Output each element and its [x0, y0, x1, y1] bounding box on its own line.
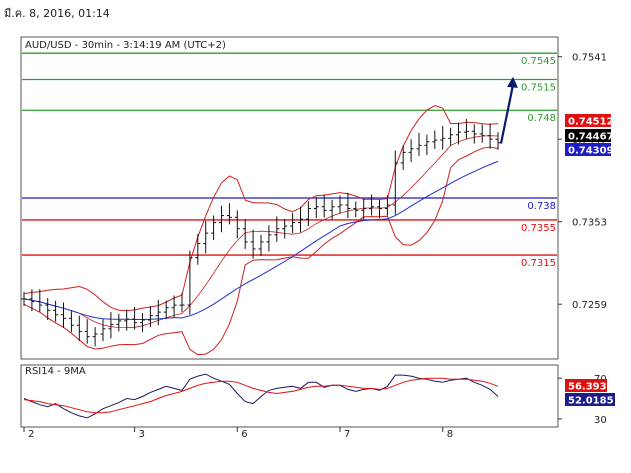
level-label: 0.738	[527, 201, 556, 212]
rsi-panel	[20, 364, 559, 428]
level-label: 0.7315	[521, 258, 556, 269]
chart-title: AUD/USD - 30min - 3:14:19 AM (UTC+2)	[25, 40, 226, 51]
level-label: 0.7545	[521, 56, 556, 67]
y-tick-label: 0.7541	[572, 53, 607, 64]
lower-band	[23, 146, 499, 356]
value-tag-label: 52.0185	[568, 396, 614, 407]
forecast-arrow-head	[507, 76, 518, 88]
value-tag	[565, 379, 607, 392]
value-tag	[565, 393, 615, 406]
y-tick-label: 0.7259	[572, 300, 607, 311]
x-tick-label: 8	[447, 429, 453, 440]
level-label: 0.748	[527, 113, 556, 124]
moving-average-line	[23, 160, 499, 320]
rsi-y-tick-label: 30	[594, 415, 607, 426]
rsi-title: RSI14 - 9MA	[25, 366, 86, 377]
value-tag	[565, 143, 611, 156]
forecast-arrow	[499, 84, 515, 144]
value-tag	[565, 129, 611, 142]
value-tag-label: 56.393	[568, 382, 607, 393]
rsi-ma-line	[23, 377, 499, 414]
x-tick-label: 6	[241, 429, 247, 440]
y-tick-label: 0.7353	[572, 218, 607, 229]
rsi-line	[23, 373, 499, 419]
x-tick-label: 7	[344, 429, 350, 440]
upper-band	[23, 105, 499, 312]
level-label: 0.7515	[521, 83, 556, 94]
value-tag-label: 0.74467	[568, 132, 614, 143]
value-tag-label: 0.74512	[568, 117, 614, 128]
level-label: 0.7355	[521, 223, 556, 234]
timestamp-label: มี.ค. 8, 2016, 01:14	[4, 7, 110, 20]
x-tick-label: 3	[139, 429, 145, 440]
value-tag-label: 0.74309	[568, 146, 614, 157]
value-tag	[565, 114, 611, 127]
x-tick-label: 2	[28, 429, 34, 440]
